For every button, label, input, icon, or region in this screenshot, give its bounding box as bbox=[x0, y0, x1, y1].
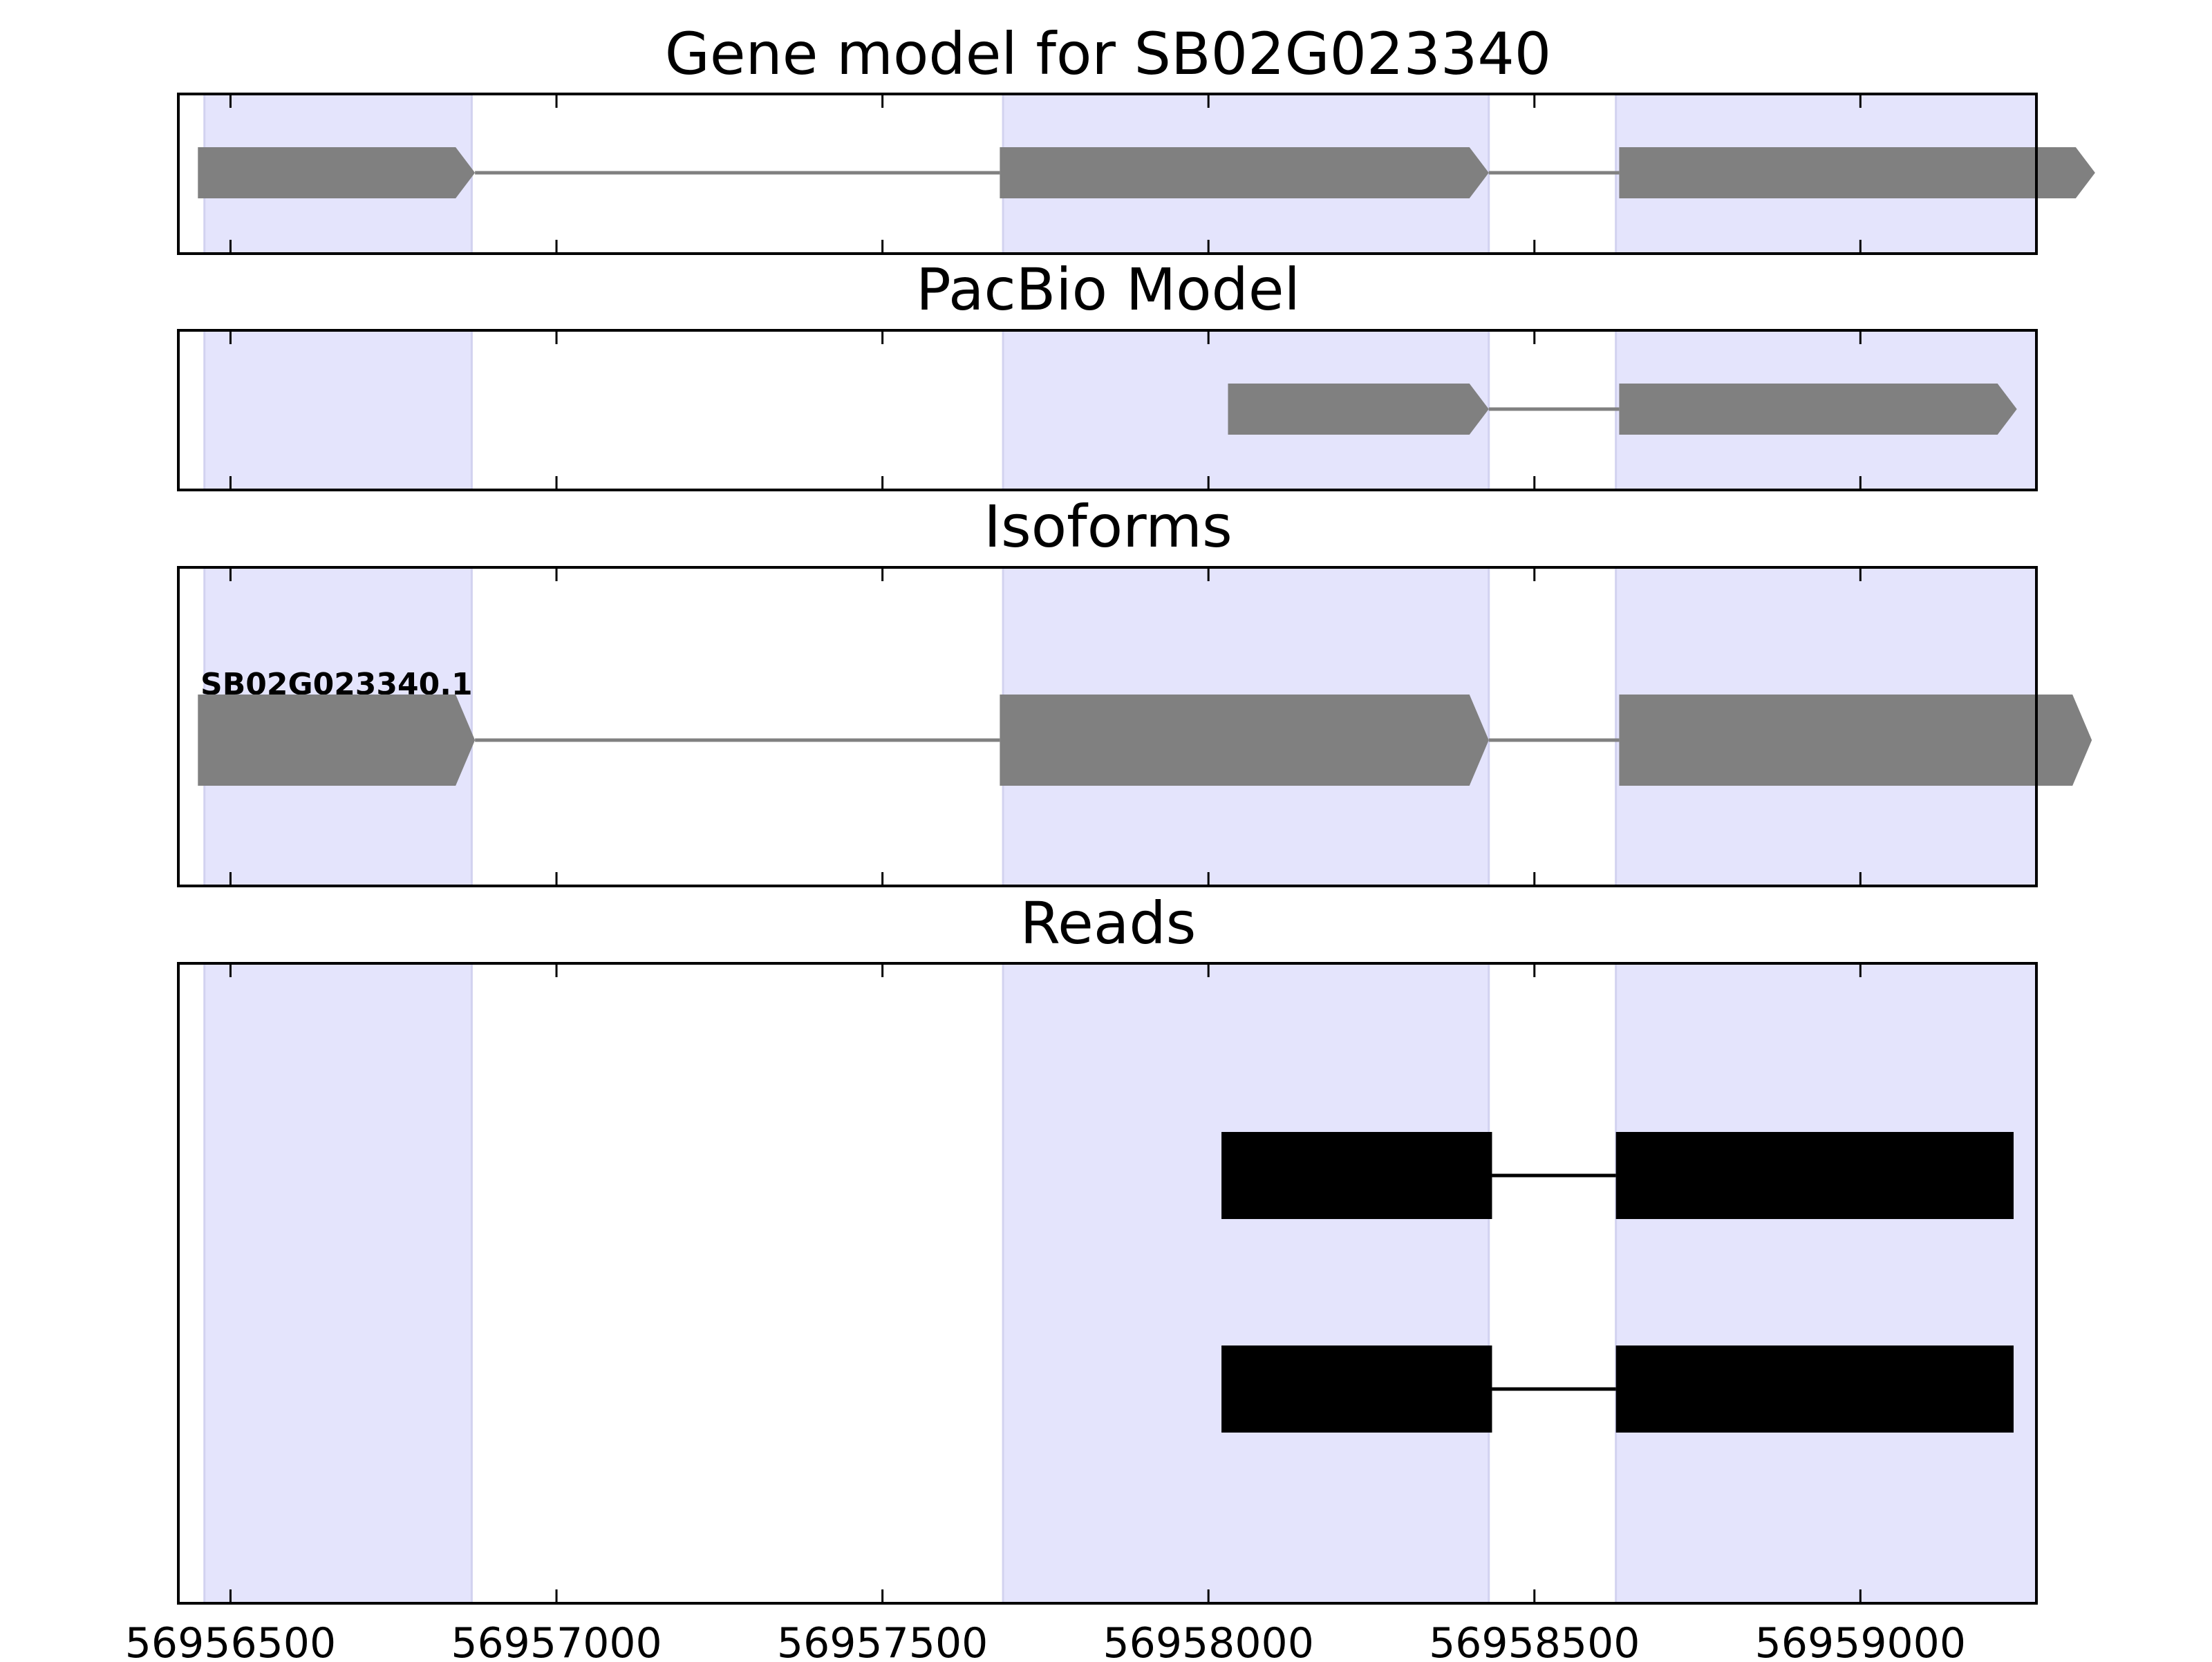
x-axis: 56956500 56957000 56957500 56958000 56958500… bbox=[125, 1619, 1966, 1662]
read-block bbox=[1615, 1132, 2014, 1219]
exon-arrow bbox=[198, 147, 476, 198]
exon-highlight bbox=[1002, 962, 1490, 1605]
x-tick-label: 56958500 bbox=[1429, 1619, 1640, 1659]
panel-title-isoforms: Isoforms bbox=[984, 493, 1232, 560]
exon-arrow bbox=[1619, 147, 2095, 198]
panel-frame bbox=[177, 93, 2038, 255]
read-block bbox=[1615, 1345, 2014, 1433]
x-tick-label: 56957500 bbox=[777, 1619, 988, 1659]
exon-arrow bbox=[1619, 695, 2092, 786]
exon-highlight bbox=[1615, 962, 2038, 1605]
panel-pacbio-model: PacBio Model bbox=[177, 256, 2038, 491]
panel-frame bbox=[177, 566, 2038, 887]
panel-title-gene-model: Gene model for SB02G023340 bbox=[665, 20, 1551, 88]
exon-arrow bbox=[1228, 384, 1489, 435]
exon-arrow bbox=[1000, 695, 1489, 786]
x-tick-label: 56957000 bbox=[451, 1619, 662, 1659]
x-tick-label: 56959000 bbox=[1755, 1619, 1966, 1659]
exon-arrow bbox=[198, 695, 476, 786]
panel-frame bbox=[177, 962, 2038, 1605]
panel-title-pacbio-model: PacBio Model bbox=[916, 256, 1300, 323]
exon-highlight bbox=[203, 329, 473, 491]
highlight-group bbox=[203, 329, 2038, 491]
exon-arrow bbox=[1619, 384, 2017, 435]
read-block bbox=[1221, 1132, 1492, 1219]
exon-arrow bbox=[1000, 147, 1489, 198]
panel-gene-model: Gene model for SB02G023340 bbox=[177, 20, 2095, 255]
read-block bbox=[1221, 1345, 1492, 1433]
highlight-group bbox=[203, 962, 2038, 1605]
exon-highlight bbox=[203, 962, 473, 1605]
x-tick-label: 56958000 bbox=[1103, 1619, 1313, 1659]
panel-isoforms: Isoforms SB02G023340.1 bbox=[177, 493, 2092, 887]
panel-frame bbox=[177, 329, 2038, 491]
panel-reads: Reads bbox=[177, 889, 2038, 1605]
panel-title-reads: Reads bbox=[1020, 889, 1197, 957]
x-tick-label: 56956500 bbox=[125, 1619, 336, 1659]
